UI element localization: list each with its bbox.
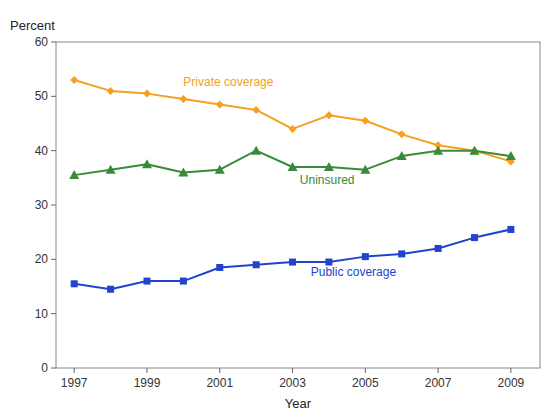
plot-frame [56,42,540,368]
data-point [215,165,225,174]
data-point [469,146,479,155]
x-tick-label: 1997 [61,376,88,390]
x-tick-label: 2007 [425,376,452,390]
y-tick-label: 30 [35,198,49,212]
data-point [397,151,407,160]
y-tick-label: 60 [35,35,49,49]
data-point [143,90,151,98]
data-point [362,253,369,260]
y-tick [51,205,56,206]
data-point [179,95,187,103]
y-tick-label: 10 [35,307,49,321]
x-tick [292,368,293,373]
y-tick-label: 50 [35,89,49,103]
data-point [288,162,298,171]
y-tick [51,150,56,151]
y-tick [51,259,56,260]
y-tick-label: 40 [35,144,49,158]
data-point [107,87,115,95]
data-point [324,162,334,171]
annotation: Public coverage [311,265,397,279]
data-point [178,167,188,176]
series-line [74,151,511,175]
y-tick [51,368,56,369]
x-tick-label: 2005 [352,376,379,390]
x-tick [74,368,75,373]
data-point [506,151,516,160]
data-point [435,245,442,252]
data-point [180,278,187,285]
data-point [398,250,405,257]
annotation: Uninsured [300,173,355,187]
data-point [143,278,150,285]
x-tick [365,368,366,373]
x-tick [510,368,511,373]
data-point [360,165,370,174]
y-tick-label: 20 [35,252,49,266]
y-axis-label: Percent [10,18,55,33]
x-tick [219,368,220,373]
x-axis-label: Year [285,396,312,411]
x-tick-label: 2001 [206,376,233,390]
data-point [253,261,260,268]
annotation: Private coverage [183,75,273,89]
plot-area [69,76,516,293]
data-point [107,286,114,293]
data-point [142,159,152,168]
data-point [507,226,514,233]
y-tick [51,313,56,314]
data-point [71,280,78,287]
data-point [70,76,78,84]
chart: 1997 1999 2001 2003 2005 2007 2009 0 10 20 30 40 50 6… [0,0,560,420]
data-point [252,106,260,114]
x-tick-label: 1999 [134,376,161,390]
data-point [289,259,296,266]
data-point [471,234,478,241]
data-point [325,111,333,119]
x-tick-label: 2003 [279,376,306,390]
x-tick [438,368,439,373]
series-line [74,80,511,162]
x-tick [146,368,147,373]
data-point [251,146,261,155]
data-point [106,165,116,174]
series-line [74,229,511,289]
data-point [216,100,224,108]
data-point [69,170,79,179]
y-tick [51,96,56,97]
x-tick-label: 2009 [498,376,525,390]
data-point [398,130,406,138]
data-point [433,146,443,155]
y-tick [51,42,56,43]
data-point [289,125,297,133]
y-tick-label: 0 [41,361,48,375]
data-point [361,117,369,125]
data-point [216,264,223,271]
